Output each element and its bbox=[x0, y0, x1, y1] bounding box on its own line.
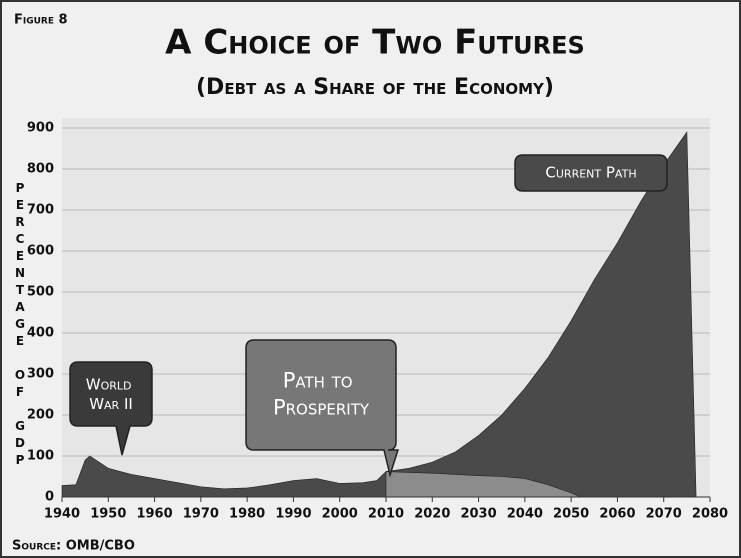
y-tick-label: 900 bbox=[27, 121, 54, 136]
x-tick-label: 1960 bbox=[136, 507, 172, 522]
x-tick-label: 2070 bbox=[646, 507, 682, 522]
x-tick-label: 2010 bbox=[368, 507, 404, 522]
figure-label: Figure 8 bbox=[14, 13, 68, 28]
current-path-label: Current Path bbox=[545, 164, 636, 182]
x-tick-label: 2080 bbox=[692, 507, 728, 522]
y-tick-label: 300 bbox=[27, 367, 54, 382]
source: Source: OMB/CBO bbox=[12, 539, 135, 554]
chart-title: A Choice of Two Futures bbox=[165, 23, 585, 63]
war-box bbox=[69, 361, 153, 456]
prosperity-label: Path to Prosperity bbox=[273, 368, 370, 419]
prosperity-box bbox=[245, 339, 400, 478]
x-tick-label: 2020 bbox=[414, 507, 450, 522]
x-tick-label: 2050 bbox=[553, 507, 589, 522]
y-tick-label: 600 bbox=[27, 244, 54, 259]
y-tick-label: 700 bbox=[27, 203, 54, 218]
x-tick-label: 1970 bbox=[183, 507, 219, 522]
y-tick-label: 0 bbox=[45, 490, 54, 505]
y-tick-label: 500 bbox=[27, 285, 54, 300]
x-tick-label: 2000 bbox=[322, 507, 358, 522]
x-tick-label: 1950 bbox=[90, 507, 126, 522]
y-tick-label: 200 bbox=[27, 408, 54, 423]
y-tick-label: 400 bbox=[27, 326, 54, 341]
chart-subtitle: (Debt as a Share of the Economy) bbox=[196, 75, 554, 100]
current-path-box bbox=[514, 154, 668, 192]
x-tick-label: 1990 bbox=[275, 507, 311, 522]
x-tick-label: 2030 bbox=[460, 507, 496, 522]
area bbox=[61, 131, 697, 498]
x-tick-label: 1980 bbox=[229, 507, 265, 522]
area bbox=[385, 471, 581, 498]
x-tick-label: 2060 bbox=[599, 507, 635, 522]
y-tick-label: 100 bbox=[27, 449, 54, 464]
x-tick-label: 2040 bbox=[507, 507, 543, 522]
x-tick-label: 1940 bbox=[44, 507, 80, 522]
war-label: World War II bbox=[86, 375, 137, 413]
y-tick-label: 800 bbox=[27, 162, 54, 177]
